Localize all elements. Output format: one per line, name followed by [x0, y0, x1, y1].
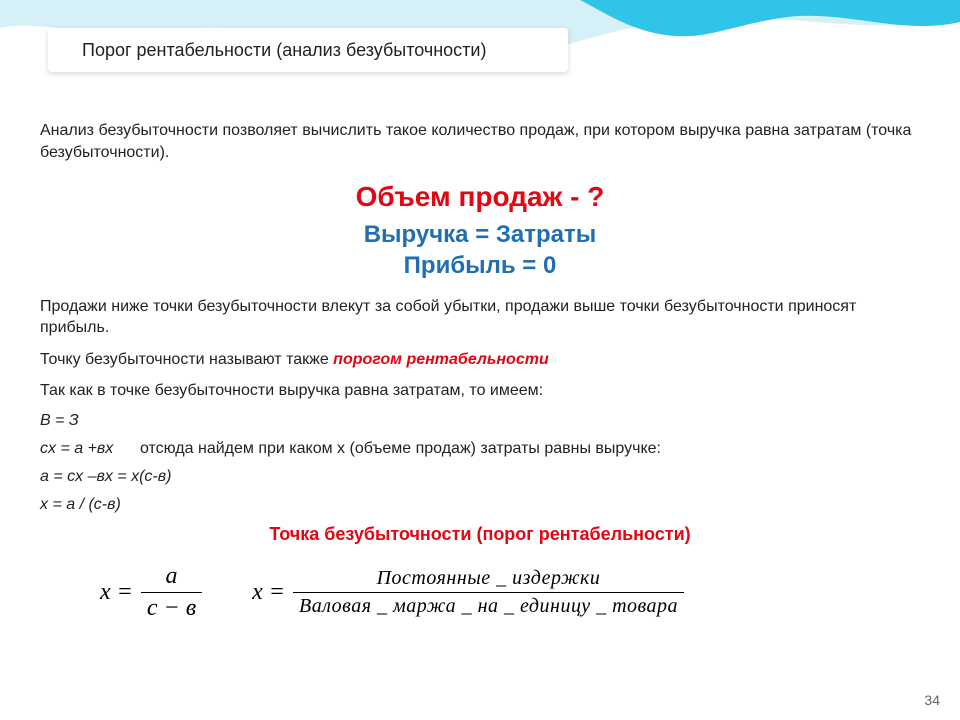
para2: Точку безубыточности называют также поро…: [40, 349, 920, 371]
eq1-den: c − в: [141, 592, 202, 622]
formula-2a: cx = a +вx: [40, 440, 113, 457]
eq2-fraction: Постоянные _ издержки Валовая _ маржа _ …: [293, 567, 684, 618]
eq2-den: Валовая _ маржа _ на _ единицу _ товара: [293, 592, 684, 618]
headline-blue-line2: Прибыль = 0: [404, 252, 557, 279]
para1: Продажи ниже точки безубыточности влекут…: [40, 296, 920, 339]
eq1-lhs: x =: [100, 579, 133, 606]
formula-2b: отсюда найдем при каком x (объеме продаж…: [140, 440, 661, 457]
formula-4: x = a / (c-в): [40, 496, 920, 514]
formula-3: a = cx –вx = x(c-в): [40, 468, 920, 486]
eq1-fraction: a c − в: [141, 563, 202, 622]
title-box: Порог рентабельности (анализ безубыточно…: [48, 28, 568, 72]
headline-blue: Выручка = Затраты Прибыль = 0: [40, 219, 920, 281]
title-text: Порог рентабельности (анализ безубыточно…: [82, 40, 486, 61]
threshold-term: порогом рентабельности: [333, 351, 549, 368]
headline-blue-line1: Выручка = Затраты: [364, 221, 597, 248]
eq1-num: a: [159, 563, 183, 592]
intro-text: Анализ безубыточности позволяет вычислит…: [40, 120, 920, 163]
para2-pre: Точку безубыточности называют также: [40, 351, 333, 368]
eq2-lhs: x =: [252, 579, 285, 606]
equation-1: x = a c − в: [100, 563, 202, 622]
equation-2: x = Постоянные _ издержки Валовая _ марж…: [252, 567, 684, 618]
headline-red: Объем продаж - ?: [40, 181, 920, 213]
para3: Так как в точке безубыточности выручка р…: [40, 380, 920, 402]
formula-1: В = З: [40, 412, 920, 430]
page-number: 34: [924, 692, 940, 708]
eq2-num: Постоянные _ издержки: [371, 567, 607, 592]
formula-2: cx = a +вx отсюда найдем при каком x (об…: [40, 440, 920, 458]
content: Анализ безубыточности позволяет вычислит…: [40, 120, 920, 622]
formulas-row: x = a c − в x = Постоянные _ издержки Ва…: [40, 563, 920, 622]
subtitle-red: Точка безубыточности (порог рентабельнос…: [40, 524, 920, 545]
